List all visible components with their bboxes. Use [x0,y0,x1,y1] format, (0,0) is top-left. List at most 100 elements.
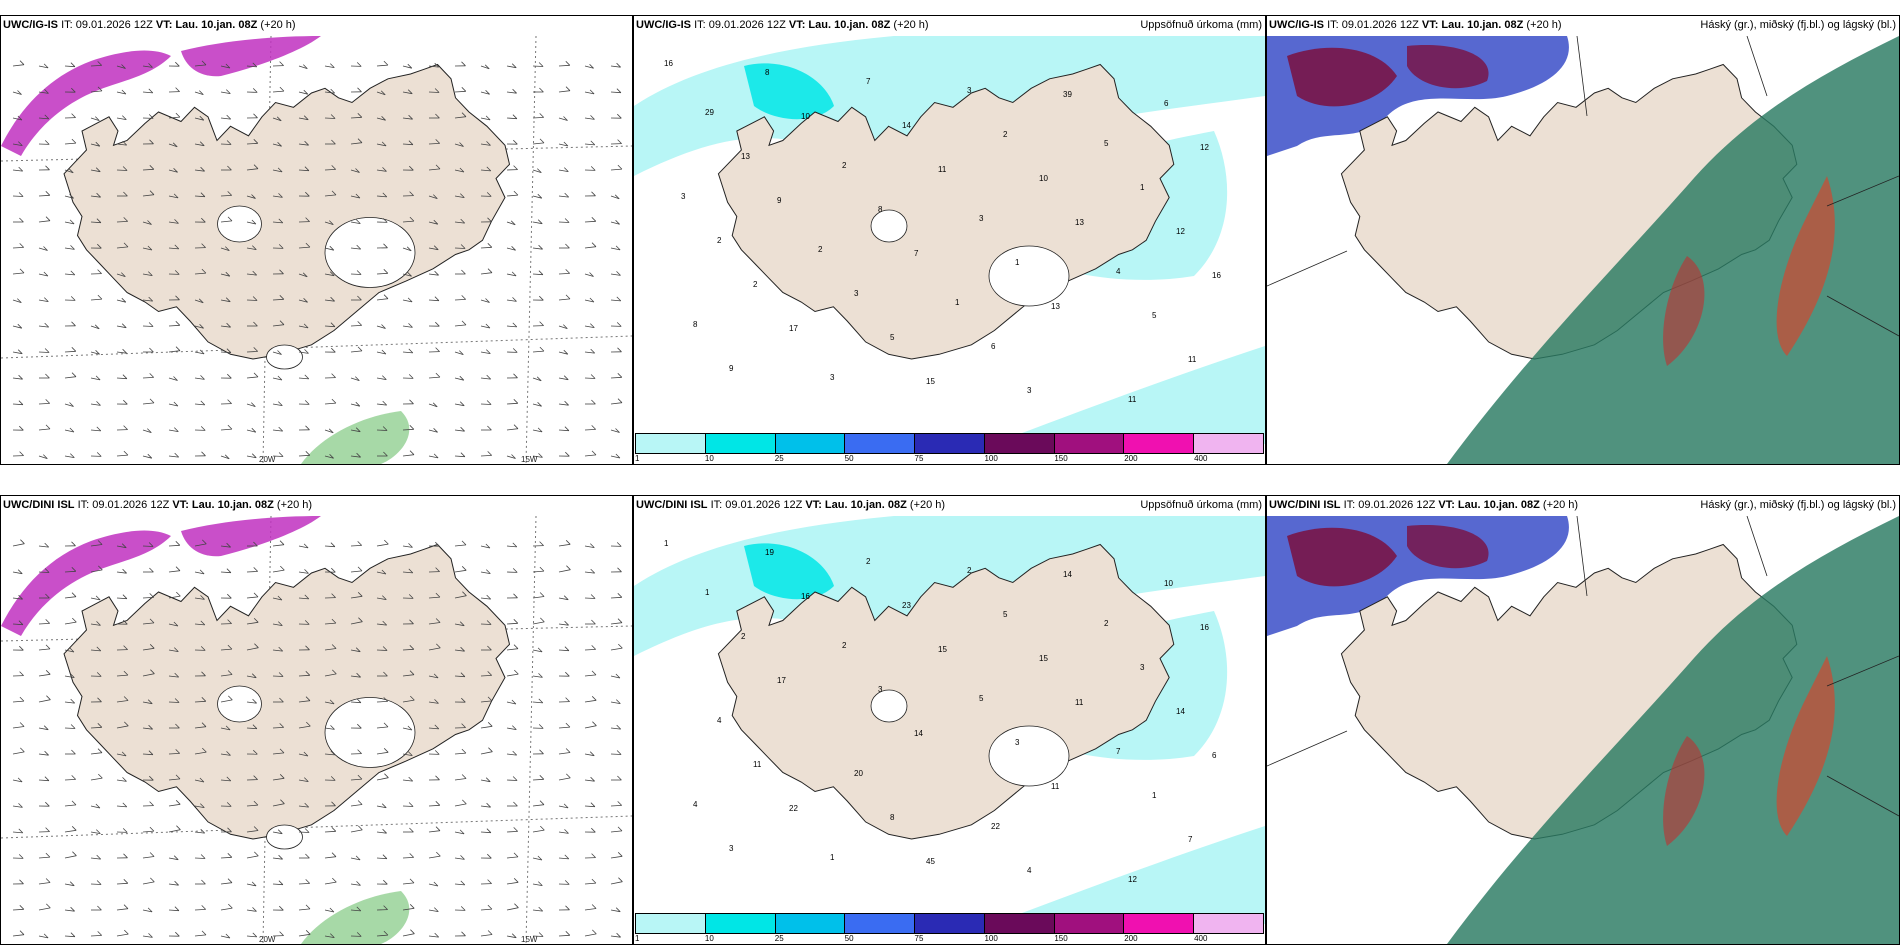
wind-barb [428,701,439,704]
wind-barb-feather [175,61,180,67]
wind-barb-feather [408,776,413,782]
wind-barb [506,91,517,94]
wind-barb [454,831,465,835]
wind-barb-feather [514,903,519,908]
wind-barb-feather [383,671,388,677]
wind-barb-feather [357,566,363,572]
wind-barb-feather [202,539,207,545]
wind-barb-feather [459,401,465,406]
product-title: Uppsöfnuð úrkoma (mm) [1140,19,1262,31]
wind-barb-feather [329,699,335,705]
wind-barb-feather [97,243,102,249]
wind-barb-feather [148,724,153,730]
wind-barb [142,194,155,197]
wind-barb [142,856,155,859]
wind-barb-feather [148,63,153,68]
wind-barb-feather [71,749,76,755]
wind-barb-feather [383,722,389,728]
wind-barb-feather [616,322,622,327]
wind-barb [506,753,517,756]
wind-barb-feather [201,879,206,885]
wind-barb [90,883,102,885]
wind-barb [220,273,230,277]
wind-barb-feather [564,620,569,626]
wind-barb [402,273,412,277]
wind-barb-feather [461,723,466,728]
cloud-high [1447,36,1899,464]
colorbar-tick-label: 1 [635,454,640,463]
wind-barb [454,623,465,627]
wind-barb-feather [279,540,285,545]
wind-barb-feather [279,723,284,728]
wind-barb-feather [279,295,285,300]
wind-barb [168,909,179,912]
wind-barb [116,65,126,69]
wind-barb [350,778,362,781]
wind-barb [90,569,103,573]
wind-barb-feather [433,194,438,199]
wind-barb-feather [227,216,233,222]
wind-barb-feather [174,698,180,703]
wind-barb-feather [565,294,571,300]
wind-barb-feather [227,644,233,650]
wind-barb [298,674,310,677]
precip-value-label: 4 [1027,866,1032,875]
wind-barb-feather [227,165,232,171]
colorbar-segment [845,914,916,933]
wind-barb [428,273,439,276]
wind-barb [402,428,414,431]
lon-label-20w: 20W [259,935,276,944]
precip-value-label: 2 [818,245,823,254]
wind-barb-feather [147,220,152,225]
wind-barb-feather [251,453,257,458]
wind-barb [584,908,597,911]
wind-barb [272,777,285,781]
wind-barb-feather [305,696,311,701]
wind-barb-feather [408,348,414,354]
wind-barb [298,91,308,95]
wind-barb [428,195,438,199]
wind-barb-feather [487,879,492,884]
colorbar-tick-label: 75 [914,934,924,943]
wind-barb-feather [121,751,127,757]
wind-barb [480,725,493,729]
glacier [870,689,908,723]
precip-patch [1,530,171,636]
wind-barb-feather [227,619,232,624]
wind-barb-feather [148,296,153,302]
wind-barb [116,221,128,223]
wind-barb-feather [513,165,518,170]
wind-barb-feather [408,140,414,145]
wind-barb [350,403,360,407]
wind-barb [298,908,311,911]
precip-value-label: 7 [1188,835,1193,844]
wind-barb-feather [175,774,181,780]
wind-barb-feather [149,190,155,195]
wind-barb [558,143,568,147]
wind-barb-feather [617,567,622,573]
precip-map: 1610111316171539129713118141012253613815… [634,36,1265,444]
wind-barb [298,571,309,574]
wind-barb [38,428,51,431]
wind-barb-feather [616,542,622,547]
colorbar-tick-label: 75 [914,454,924,463]
precip-value-label: 5 [1152,311,1157,320]
wind-barb-feather [357,592,363,597]
wind-barb [350,195,360,199]
wind-barb [90,169,101,173]
wind-barb-feather [330,114,336,119]
wind-barb-feather [124,929,129,935]
wind-barb-feather [330,776,336,781]
wind-barb-feather [409,619,414,625]
cloud-low [1287,527,1397,587]
wind-barb [532,935,544,937]
wind-barb [90,597,101,601]
wind-barb-feather [590,594,596,599]
wind-barb-feather [68,168,74,174]
wind-barb [454,299,466,301]
wind-barb [194,403,205,406]
wind-barb-feather [409,450,415,455]
wind-barb-feather [538,906,543,912]
wind-barb-feather [20,539,25,544]
wind-barb-feather [305,904,311,910]
